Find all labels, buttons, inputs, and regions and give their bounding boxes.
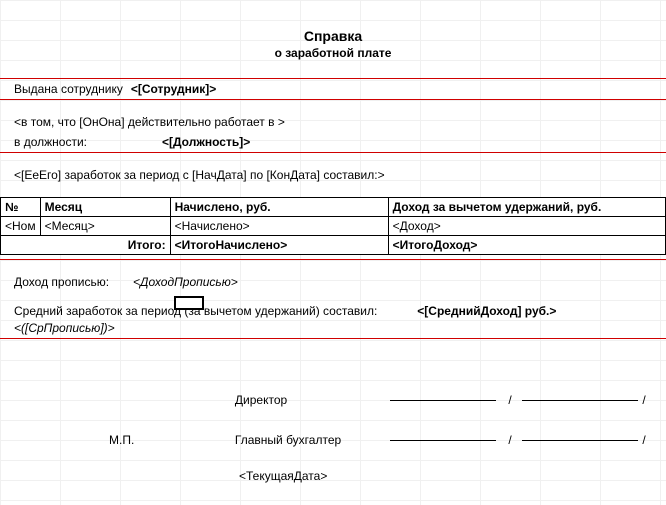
- sig-line: [390, 440, 497, 441]
- signature-block: Директор / / М.П. Главный бухгалтер / / …: [14, 389, 652, 483]
- issued-value: <[Сотрудник]>: [131, 82, 216, 96]
- earnings-line: <[ЕеЕго] заработок за период с [НачДата]…: [14, 168, 385, 182]
- sig-slash: /: [508, 433, 518, 447]
- income-words-value: <ДоходПрописью>: [133, 275, 238, 289]
- current-date: <ТекущаяДата>: [14, 469, 652, 483]
- doc-title: Справка: [14, 28, 652, 44]
- sig-role-accountant: Главный бухгалтер: [235, 433, 390, 447]
- cell-cursor: [174, 296, 204, 310]
- document-body: Справка о заработной плате Выдана сотруд…: [0, 0, 666, 493]
- sig-row-accountant: М.П. Главный бухгалтер / /: [14, 429, 652, 451]
- sig-slash: /: [508, 393, 518, 407]
- issued-label: Выдана сотруднику: [14, 82, 123, 96]
- totals-accrued: <ИтогоНачислено>: [170, 236, 388, 255]
- table-header-row: № Месяц Начислено, руб. Доход за вычетом…: [1, 198, 666, 217]
- totals-label: Итого:: [1, 236, 171, 255]
- position-value: <[Должность]>: [162, 135, 250, 149]
- avg-words: <([СрПрописью])>: [14, 321, 115, 335]
- sig-line: [522, 440, 638, 441]
- sig-slash: /: [642, 393, 652, 407]
- sig-role-director: Директор: [235, 393, 390, 407]
- doc-subtitle: о заработной плате: [14, 46, 652, 60]
- td-month: <Месяц>: [40, 217, 170, 236]
- th-n: №: [1, 198, 41, 217]
- sig-row-director: Директор / /: [14, 389, 652, 411]
- table-totals-row: Итого: <ИтогоНачислено> <ИтогоДоход>: [1, 236, 666, 255]
- th-income: Доход за вычетом удержаний, руб.: [388, 198, 665, 217]
- avg-value: <[СреднийДоход] руб.>: [417, 304, 556, 318]
- sig-line: [522, 400, 638, 401]
- position-label: в должности:: [14, 135, 87, 149]
- th-month: Месяц: [40, 198, 170, 217]
- income-words-label: Доход прописью:: [14, 275, 109, 289]
- sig-slash: /: [642, 433, 652, 447]
- sig-line: [390, 400, 497, 401]
- td-income: <Доход>: [388, 217, 665, 236]
- confirm-line: <в том, что [ОнОна] действительно работа…: [14, 115, 285, 129]
- table-row: <Ном <Месяц> <Начислено> <Доход>: [1, 217, 666, 236]
- earnings-table: № Месяц Начислено, руб. Доход за вычетом…: [0, 197, 666, 255]
- divider: [0, 338, 666, 339]
- th-accrued: Начислено, руб.: [170, 198, 388, 217]
- totals-income: <ИтогоДоход>: [388, 236, 665, 255]
- sig-mp: М.П.: [14, 433, 235, 447]
- td-n: <Ном: [1, 217, 41, 236]
- td-accrued: <Начислено>: [170, 217, 388, 236]
